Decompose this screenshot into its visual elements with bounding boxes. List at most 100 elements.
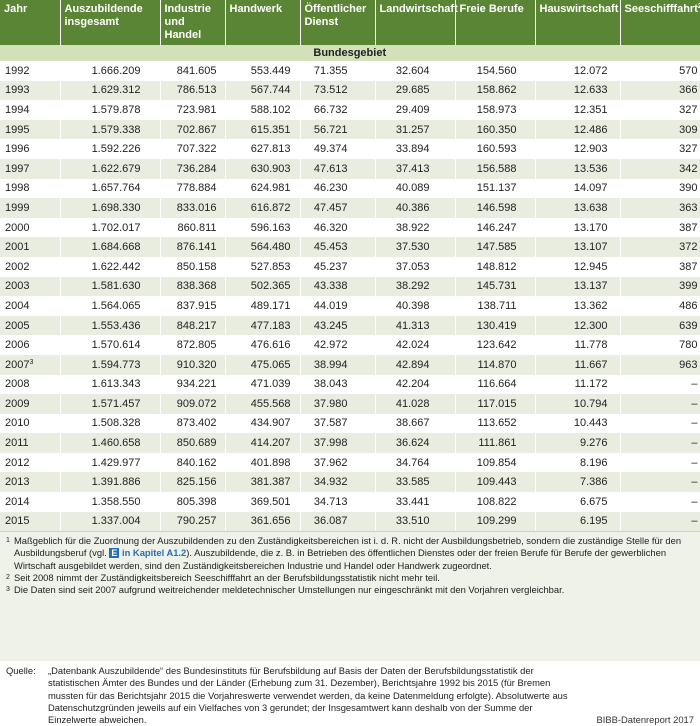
value-cell: 723.981 <box>160 100 226 120</box>
year: 2013 <box>5 476 30 489</box>
value-cell: 1.579.878 <box>60 100 161 120</box>
value-cell: 1.508.328 <box>60 413 161 434</box>
value-cell: 12.633 <box>535 80 621 101</box>
value-cell: – <box>620 394 700 414</box>
footnote-mark: 3 <box>29 358 34 366</box>
value-cell: 45.237 <box>300 256 376 277</box>
value-cell: 12.351 <box>535 100 621 120</box>
year-cell: 2009 <box>0 394 61 414</box>
value-cell: 34.764 <box>375 452 456 473</box>
value-cell: 778.884 <box>160 178 226 199</box>
value-cell: 47.457 <box>300 198 376 218</box>
data-row: 1992 1.666.209 841.605 553.449 71.355 32.604 1… <box>0 61 700 81</box>
year: 2002 <box>5 260 30 273</box>
footnote-text: Die Daten sind seit 2007 aufgrund weitre… <box>14 584 564 596</box>
data-row: 1994 1.579.878 723.981 588.102 66.732 29.409 1… <box>0 100 700 120</box>
footnote-text: Seit 2008 nimmt der Zuständigkeitsbereic… <box>14 572 440 584</box>
year: 2001 <box>5 241 30 254</box>
value-cell: 840.162 <box>160 452 226 473</box>
value-cell: 33.585 <box>375 472 456 493</box>
value-cell: 790.257 <box>160 511 226 532</box>
year-cell: 20073 <box>0 354 61 375</box>
year: 1997 <box>5 162 30 175</box>
value-cell: 36.087 <box>300 511 376 532</box>
text: Maßgeblich für die Zuordnung der Auszubi… <box>14 535 682 559</box>
value-cell: 145.731 <box>455 276 536 297</box>
year-cell: 1999 <box>0 198 61 218</box>
value-cell: 934.221 <box>160 374 226 395</box>
value-cell: 42.894 <box>375 354 456 375</box>
value-cell: 616.872 <box>225 198 301 218</box>
value-cell: 502.365 <box>225 276 301 297</box>
value-cell: 414.207 <box>225 433 301 453</box>
year-cell: 2002 <box>0 256 61 277</box>
section-label: Bundesgebiet <box>0 45 700 61</box>
value-cell: 7.386 <box>535 472 621 493</box>
value-cell: 570 <box>620 61 700 81</box>
value-cell: 40.398 <box>375 296 456 316</box>
value-cell: 363 <box>620 198 700 218</box>
header-text: Hauswirtschaft <box>539 3 619 15</box>
year-cell: 2014 <box>0 492 61 512</box>
value-cell: 11.172 <box>535 374 621 395</box>
value-cell: 33.894 <box>375 139 456 159</box>
value-cell: 13.638 <box>535 198 621 218</box>
value-cell: 160.350 <box>455 119 536 140</box>
value-cell: 1.391.886 <box>60 472 161 493</box>
value-cell: 42.204 <box>375 374 456 395</box>
year: 2003 <box>5 280 30 293</box>
year-cell: 2013 <box>0 472 61 493</box>
value-cell: 567.744 <box>225 80 301 101</box>
value-cell: 42.024 <box>375 335 456 355</box>
header-text: Landwirtschaft <box>379 3 458 15</box>
value-cell: 963 <box>620 354 700 375</box>
value-cell: 38.043 <box>300 374 376 395</box>
value-cell: 630.903 <box>225 158 301 179</box>
data-row: 2002 1.622.442 850.158 527.853 45.237 37.053 1… <box>0 256 700 277</box>
value-cell: 46.230 <box>300 178 376 199</box>
year-cell: 1998 <box>0 178 61 199</box>
year-cell: 2012 <box>0 452 61 473</box>
value-cell: 41.028 <box>375 394 456 414</box>
value-cell: 34.932 <box>300 472 376 493</box>
footnote-text: Maßgeblich für die Zuordnung der Auszubi… <box>14 535 694 572</box>
value-cell: 37.530 <box>375 237 456 257</box>
value-cell: 47.613 <box>300 158 376 179</box>
value-cell: 1.358.550 <box>60 492 161 512</box>
value-cell: 109.299 <box>455 511 536 532</box>
column-header: Industrie und Handel <box>160 0 226 45</box>
value-cell: – <box>620 452 700 473</box>
header-row: Jahr Auszubildende insgesamt Industrie und… <box>0 0 700 45</box>
data-row: 2014 1.358.550 805.398 369.501 34.713 33.441 1… <box>0 492 700 512</box>
data-row: 1998 1.657.764 778.884 624.981 46.230 40.089 1… <box>0 178 700 199</box>
value-cell: 37.413 <box>375 158 456 179</box>
value-cell: 910.320 <box>160 354 226 375</box>
value-cell: 156.588 <box>455 158 536 179</box>
value-cell: 12.903 <box>535 139 621 159</box>
value-cell: 1.594.773 <box>60 354 161 375</box>
data-table: Jahr Auszubildende insgesamt Industrie und… <box>0 0 700 532</box>
value-cell: 838.368 <box>160 276 226 297</box>
value-cell: 10.794 <box>535 394 621 414</box>
value-cell: 805.398 <box>160 492 226 512</box>
value-cell: 564.480 <box>225 237 301 257</box>
value-cell: 154.560 <box>455 61 536 81</box>
value-cell: 477.183 <box>225 315 301 336</box>
value-cell: 1.571.457 <box>60 394 161 414</box>
data-row: 2009 1.571.457 909.072 455.568 37.980 41.028 1… <box>0 394 700 414</box>
value-cell: 1.622.442 <box>60 256 161 277</box>
data-row: 2006 1.570.614 872.805 476.616 42.972 42.024 1… <box>0 335 700 355</box>
value-cell: 160.593 <box>455 139 536 159</box>
value-cell: 40.386 <box>375 198 456 218</box>
data-row: 2011 1.460.658 850.689 414.207 37.998 36.624 1… <box>0 433 700 453</box>
value-cell: 12.486 <box>535 119 621 140</box>
column-header: Hauswirtschaft <box>535 0 621 45</box>
column-header: Jahr <box>0 0 61 45</box>
footnote-mark: 1 <box>6 537 10 545</box>
year: 2000 <box>5 221 30 234</box>
value-cell: 32.604 <box>375 61 456 81</box>
year-cell: 2003 <box>0 276 61 297</box>
value-cell: 109.854 <box>455 452 536 473</box>
value-cell: 1.579.338 <box>60 119 161 140</box>
value-cell: 841.605 <box>160 61 226 81</box>
